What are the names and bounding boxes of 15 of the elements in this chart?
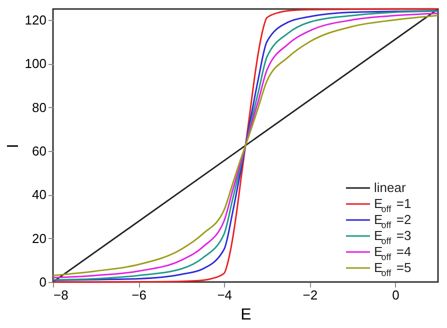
- x-tick-label: −4: [217, 288, 232, 302]
- y-tick-label: 20: [32, 230, 46, 246]
- y-tick-label: 120: [24, 12, 46, 28]
- x-tick-label: −6: [132, 288, 146, 302]
- y-tick-label: 0: [39, 274, 46, 290]
- legend-label: linear: [374, 180, 406, 195]
- y-tick-label: 100: [24, 56, 46, 72]
- x-tick-label: 0: [392, 288, 400, 302]
- x-tick-label: −8: [54, 288, 68, 302]
- y-tick-label: 60: [32, 143, 46, 158]
- x-tick-label: −2: [302, 288, 318, 302]
- y-axis-title: I: [4, 144, 22, 148]
- x-axis-title: E: [240, 306, 252, 324]
- y-tick-label: 80: [32, 100, 46, 115]
- y-tick-label: 40: [32, 187, 46, 202]
